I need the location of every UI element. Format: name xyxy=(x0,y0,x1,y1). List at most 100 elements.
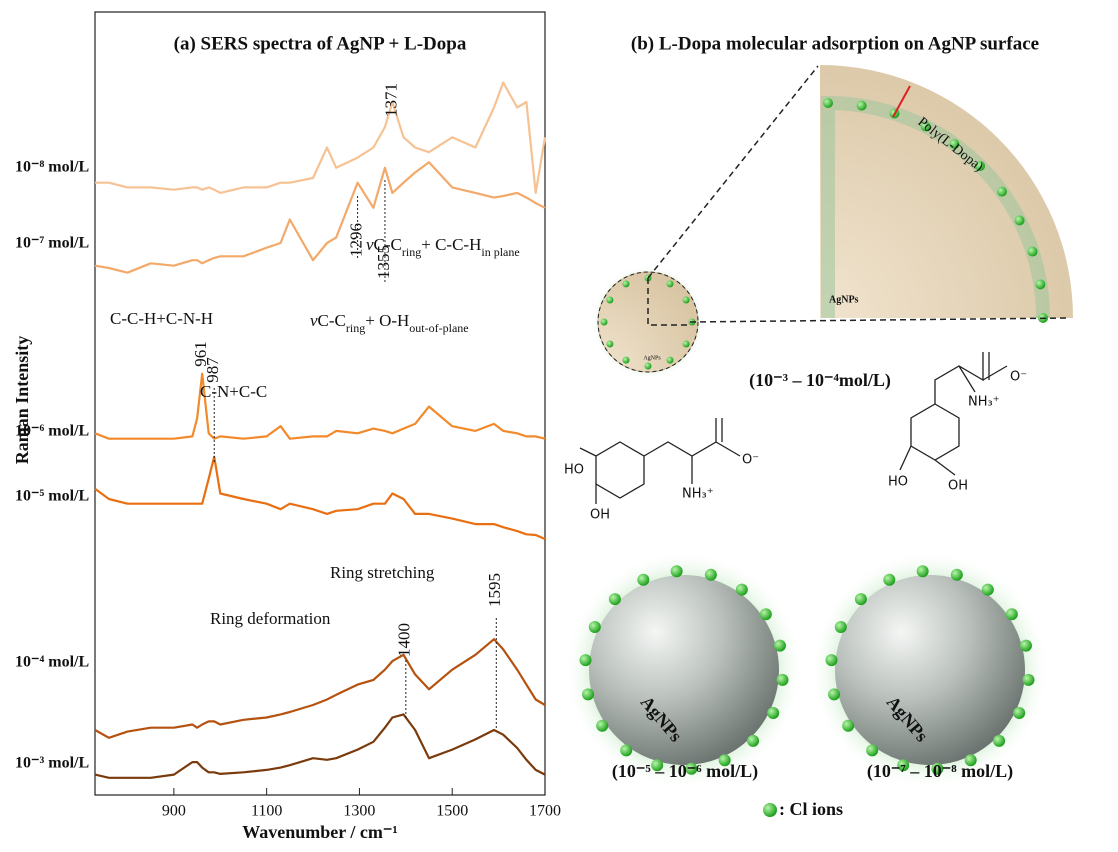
diagram-title: (b) L-Dopa molecular adsorption on AgNP … xyxy=(631,33,1039,54)
ion-dot xyxy=(579,654,591,666)
annotation-part: ring xyxy=(346,321,365,335)
spectrum-line xyxy=(95,374,545,439)
particle-label: AgNPs xyxy=(829,294,859,305)
ion-dot xyxy=(842,720,854,732)
range-label: (10⁻³ – 10⁻⁴mol/L) xyxy=(749,370,891,391)
annotation-part: ring xyxy=(402,245,421,259)
ion-dot xyxy=(606,297,613,304)
ion-dot xyxy=(1035,279,1045,289)
annotation-part: out-of-plane xyxy=(409,321,468,335)
ion-dot xyxy=(1023,674,1035,686)
ion-dot xyxy=(1006,608,1018,620)
ion-dot xyxy=(623,280,630,287)
ion-dot xyxy=(883,574,895,586)
peak-label: 1371 xyxy=(381,83,400,117)
series-label: 10⁻⁵ mol/L xyxy=(15,488,89,505)
ion-dot xyxy=(582,688,594,700)
ion-dot xyxy=(1020,640,1032,652)
annotation: νC-Cring+ O-Hout-of-plane xyxy=(310,311,469,335)
annotation-part: in plane xyxy=(481,245,519,259)
zoom-line xyxy=(648,66,818,278)
series-label: 10⁻⁸ mol/L xyxy=(15,159,89,176)
ion-dot xyxy=(606,341,613,348)
ion-dot xyxy=(760,608,772,620)
annotation-part: C-N+C-C xyxy=(200,382,267,401)
annotation-part: C-C-H+C-N-H xyxy=(110,309,213,328)
series-label: 10⁻³ mol/L xyxy=(15,755,89,772)
ion-dot xyxy=(866,744,878,756)
figure: (a) SERS spectra of AgNP + L-Dopa Wavenu… xyxy=(0,0,1118,852)
ion-dot xyxy=(667,357,674,364)
ion-dot xyxy=(997,187,1007,197)
spectrum-line xyxy=(95,714,545,777)
ion-dot xyxy=(620,744,632,756)
annotation: Ring deformation xyxy=(210,609,331,628)
spectrum-line xyxy=(95,639,545,738)
particle-label: AgNPs xyxy=(643,355,661,361)
ion-dot xyxy=(623,357,630,364)
ion-dot xyxy=(823,98,833,108)
ion-dot xyxy=(645,363,652,370)
zoom-line xyxy=(690,318,1070,322)
x-axis-label: Wavenumber / cm⁻¹ xyxy=(242,822,398,842)
ion-dot xyxy=(747,735,759,747)
adsorption-diagram: (b) L-Dopa molecular adsorption on AgNP … xyxy=(564,33,1073,819)
annotation: Ring stretching xyxy=(330,563,435,582)
ion-dot xyxy=(1027,247,1037,257)
ion-dot xyxy=(601,319,608,326)
range-label: (10⁻⁷ – 10⁻⁸ mol/L) xyxy=(867,761,1013,782)
ion-dot xyxy=(951,569,963,581)
annotation-part: Ring deformation xyxy=(210,609,331,628)
x-tick-label: 1700 xyxy=(529,803,561,820)
ion-dot xyxy=(828,688,840,700)
annotation-part: + O-H xyxy=(365,311,409,330)
molecule-structure xyxy=(900,352,1007,475)
peak-label: 987 xyxy=(203,357,222,383)
spectrum-line xyxy=(95,162,545,272)
ion-dot xyxy=(637,574,649,586)
ion-dot xyxy=(589,621,601,633)
molecule-label: O⁻ xyxy=(742,453,759,468)
ion-dot xyxy=(736,584,748,596)
x-tick-label: 900 xyxy=(162,803,186,820)
x-tick-label: 1500 xyxy=(436,803,468,820)
ion-dot xyxy=(993,735,1005,747)
x-tick-label: 1300 xyxy=(343,803,375,820)
chart-title: (a) SERS spectra of AgNP + L-Dopa xyxy=(174,33,467,54)
ion-dot xyxy=(855,593,867,605)
peak-label: 1296 xyxy=(346,223,365,257)
ion-dot xyxy=(777,674,789,686)
molecule-label: NH₃⁺ xyxy=(682,487,714,502)
series-label: 10⁻⁴ mol/L xyxy=(15,654,89,671)
plot-frame xyxy=(95,12,545,795)
ion-dot xyxy=(683,297,690,304)
ion-dot xyxy=(671,565,683,577)
annotation-part: C-C xyxy=(318,311,346,330)
molecule-label: HO xyxy=(564,463,584,478)
ion-dot xyxy=(857,101,867,111)
legend-label: : Cl ions xyxy=(779,799,843,819)
peak-label: 1595 xyxy=(485,573,504,607)
x-tick-label: 1100 xyxy=(251,803,282,820)
ion-dot xyxy=(596,720,608,732)
spectrum-line xyxy=(95,83,545,193)
ion-dot xyxy=(767,707,779,719)
ion-dot xyxy=(825,654,837,666)
annotation-part: Ring stretching xyxy=(330,563,435,582)
ion-dot xyxy=(705,569,717,581)
molecule-label: OH xyxy=(590,508,610,523)
molecule-label: HO xyxy=(888,475,908,490)
legend-dot xyxy=(763,803,777,817)
ion-dot xyxy=(917,565,929,577)
y-axis-label: Raman Intensity xyxy=(12,336,32,465)
spectrum-line xyxy=(95,457,545,539)
molecule-label: OH xyxy=(948,479,968,494)
range-label: (10⁻⁵ – 10⁻⁶ mol/L) xyxy=(612,761,758,782)
annotation: C-N+C-C xyxy=(200,382,267,401)
ion-dot xyxy=(609,593,621,605)
molecule-label: NH₃⁺ xyxy=(968,395,1000,410)
series-label: 10⁻⁶ mol/L xyxy=(15,423,89,440)
ion-dot xyxy=(1015,215,1025,225)
ion-dot xyxy=(774,640,786,652)
annotation: C-C-H+C-N-H xyxy=(110,309,213,328)
